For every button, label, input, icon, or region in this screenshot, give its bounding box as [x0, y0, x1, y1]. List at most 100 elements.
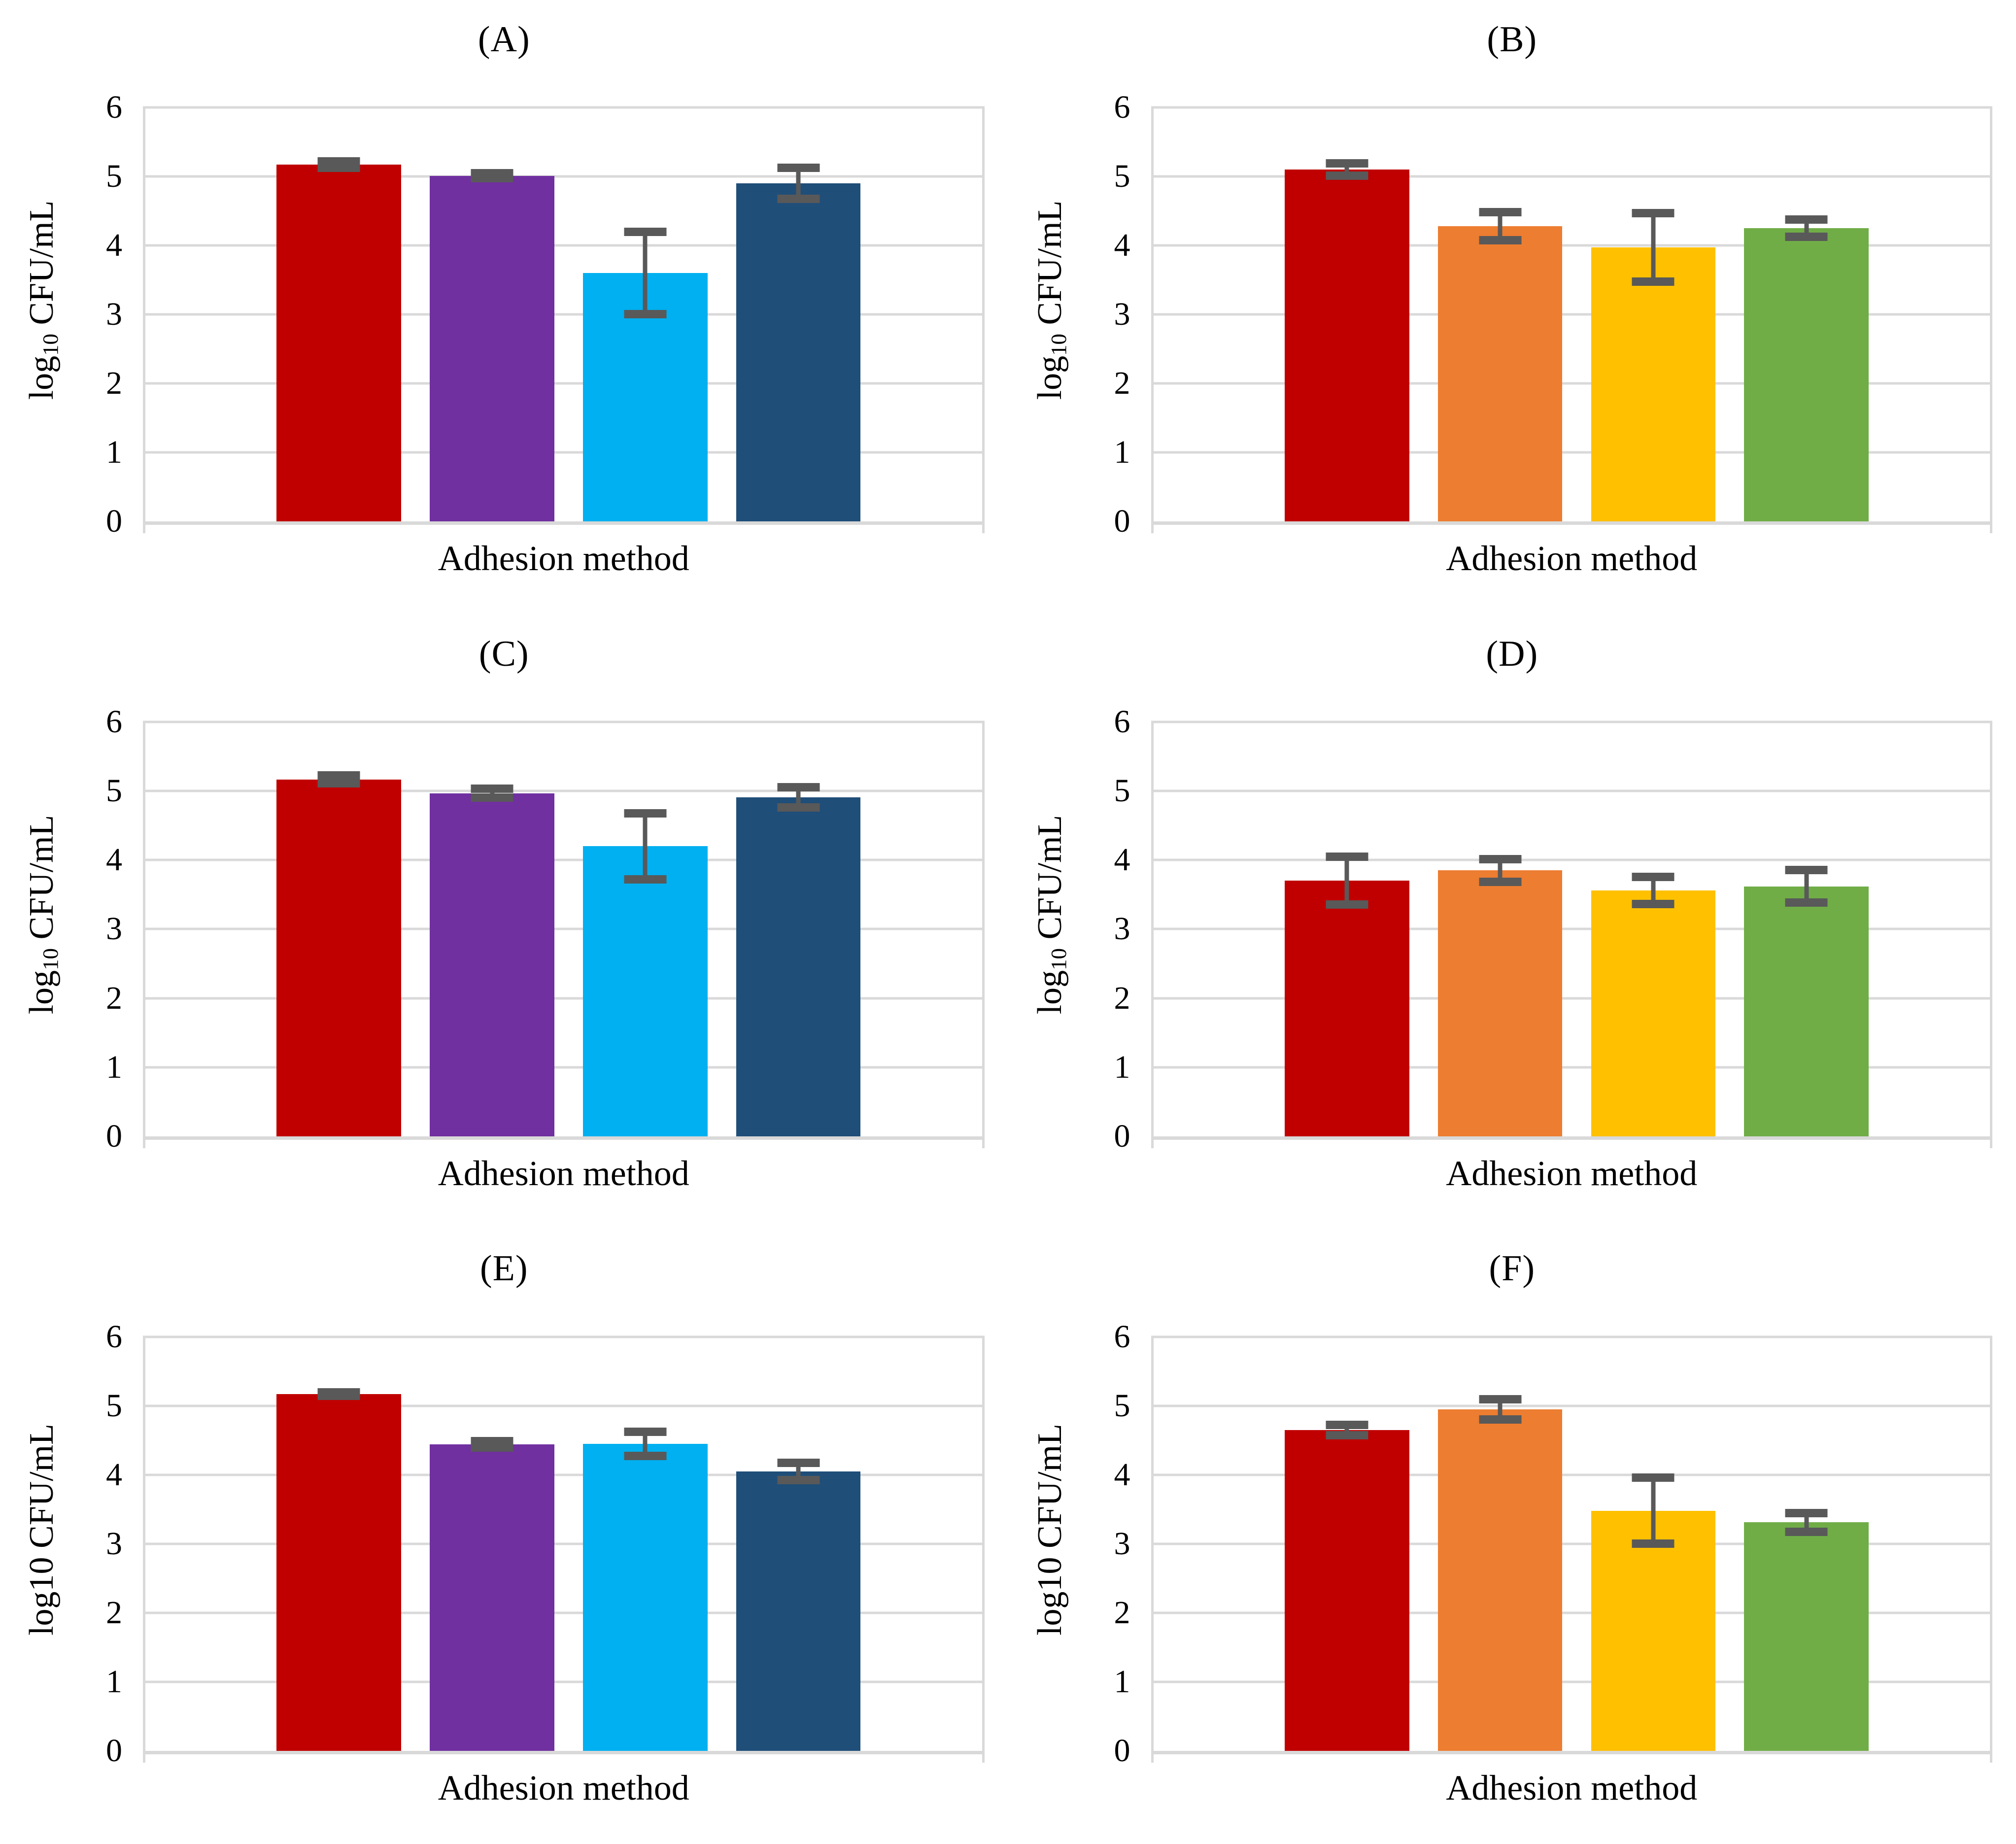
error-bar-cap-bottom — [471, 793, 513, 802]
bar-yellow — [1591, 247, 1716, 522]
bar-green — [1744, 1522, 1869, 1751]
error-bar-cap-top — [317, 157, 360, 166]
axis-tick — [1990, 1136, 1992, 1148]
y-axis-label: log10 CFU/mL — [1030, 1424, 1070, 1636]
x-axis-label: Adhesion method — [1446, 1153, 1698, 1193]
y-axis-label-prefix: log — [1030, 970, 1069, 1015]
y-tick-label: 4 — [1114, 227, 1130, 264]
bar-dark-red — [276, 1394, 402, 1751]
plot-area — [1151, 106, 1992, 534]
y-tick-label: 2 — [1114, 980, 1130, 1016]
bar-yellow — [1591, 1510, 1716, 1751]
chart-area: log10 CFU/mL 0 1 2 3 4 5 6 — [1008, 693, 2016, 1152]
error-bar — [777, 163, 820, 204]
plot-border-right — [982, 107, 985, 525]
y-tick-label: 1 — [1114, 1049, 1130, 1085]
x-axis-label-row: Adhesion method — [1008, 521, 2016, 615]
error-bar-cap-bottom — [624, 875, 667, 884]
y-axis-label-suffix: CFU/mL — [1030, 1423, 1069, 1557]
error-bar-cap-top — [1326, 853, 1368, 861]
error-bar — [777, 783, 820, 812]
error-bar-cap-bottom — [624, 310, 667, 319]
x-axis-label: Adhesion method — [1446, 1768, 1698, 1808]
y-axis-label-subscript: 10 — [1046, 334, 1071, 356]
panel-e: (E) log10 CFU/mL 0 1 2 3 4 5 6 Adhesion method — [0, 1229, 1008, 1844]
gridline — [143, 1611, 985, 1614]
y-axis: 0 1 2 3 4 5 6 — [1092, 1308, 1151, 1767]
y-tick-label: 1 — [106, 1049, 122, 1085]
gridline — [143, 1335, 985, 1338]
y-tick-label: 3 — [106, 911, 122, 947]
error-bar-cap-bottom — [777, 803, 820, 812]
error-bar-cap-bottom — [624, 1451, 667, 1460]
y-axis-label-suffix: CFU/mL — [1030, 815, 1069, 949]
gridline — [143, 1066, 985, 1069]
gridline — [143, 451, 985, 454]
gridline — [1151, 175, 1992, 178]
x-axis-label: Adhesion method — [1446, 539, 1698, 579]
error-bar — [317, 157, 360, 172]
bar-green — [1744, 886, 1869, 1136]
gridline — [1151, 789, 1992, 792]
gridline — [1151, 451, 1992, 454]
gridline — [143, 175, 985, 178]
error-bar-cap-top — [1479, 854, 1522, 863]
panel-title: (D) — [1486, 633, 1538, 674]
gridline — [143, 789, 985, 792]
gridline — [143, 1542, 985, 1545]
bar-green — [1744, 228, 1869, 522]
y-tick-label: 4 — [106, 842, 122, 878]
y-tick-label: 3 — [1114, 911, 1130, 947]
y-tick-label: 0 — [106, 503, 122, 540]
axis-tick — [982, 521, 985, 534]
plot-border-left — [1151, 1336, 1154, 1754]
error-bar-cap-bottom — [1632, 1539, 1674, 1548]
x-axis-line — [1151, 1751, 1992, 1754]
gridline — [143, 382, 985, 385]
y-axis-label-column: log10 CFU/mL — [0, 693, 84, 1136]
panel-f: (F) log10 CFU/mL 0 1 2 3 4 5 6 Adhesion method — [1008, 1229, 2016, 1844]
error-bar — [317, 1388, 360, 1400]
y-tick-label: 5 — [1114, 1387, 1130, 1424]
panel-c: (C) log10 CFU/mL 0 1 2 3 4 5 6 Adhesion method — [0, 615, 1008, 1229]
gridline — [143, 997, 985, 1000]
y-axis-label-prefix: log — [1030, 355, 1069, 400]
error-bar-cap-bottom — [1479, 878, 1522, 887]
error-bar-cap-top — [1785, 215, 1828, 224]
bar-yellow — [1591, 890, 1716, 1136]
y-tick-label: 5 — [106, 1387, 122, 1424]
y-axis-label-suffix: CFU/mL — [23, 815, 61, 949]
error-bar — [624, 809, 667, 884]
gridline — [143, 1680, 985, 1683]
bar-light-blue — [583, 1443, 708, 1751]
error-bar — [471, 169, 513, 183]
error-bar — [1326, 853, 1368, 909]
plot-area — [1151, 1335, 1992, 1763]
bar-dark-red — [1284, 1430, 1409, 1751]
x-axis-label-row: Adhesion method — [0, 521, 1008, 615]
plot-border-left — [143, 722, 145, 1140]
y-tick-label: 3 — [106, 1525, 122, 1562]
error-bar — [1785, 215, 1828, 241]
chart-area: log10 CFU/mL 0 1 2 3 4 5 6 — [0, 79, 1008, 538]
y-tick-label: 0 — [106, 1733, 122, 1769]
y-tick-label: 4 — [106, 227, 122, 264]
error-bar-cap-top — [1785, 1508, 1828, 1517]
y-tick-label: 5 — [106, 158, 122, 195]
plot-wrapper — [143, 106, 985, 534]
gridline — [1151, 106, 1992, 109]
x-axis-label-row: Adhesion method — [0, 1751, 1008, 1844]
y-tick-label: 2 — [106, 365, 122, 402]
y-axis-label-prefix: log — [23, 355, 61, 400]
error-bar-cap-top — [471, 1437, 513, 1446]
axis-tick — [1151, 1136, 1154, 1148]
error-bar-cap-bottom — [777, 195, 820, 204]
axis-tick — [1990, 521, 1992, 534]
error-bar-cap-bottom — [1785, 233, 1828, 241]
gridline — [1151, 1404, 1992, 1407]
bar-dark-blue — [736, 797, 861, 1136]
bar-dark-blue — [736, 183, 861, 522]
error-bar — [1785, 1508, 1828, 1537]
error-bar-cap-top — [1632, 209, 1674, 218]
